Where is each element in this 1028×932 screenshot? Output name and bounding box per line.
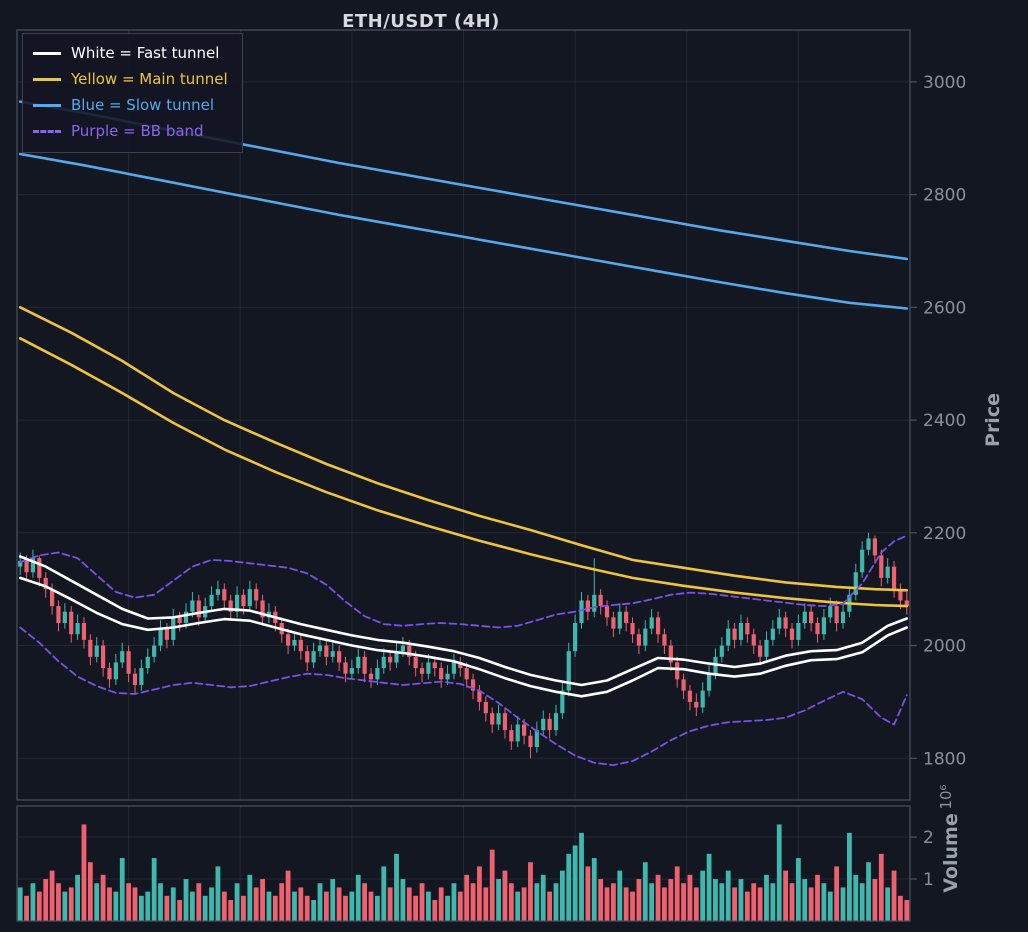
svg-text:1: 1 bbox=[923, 870, 934, 890]
svg-text:1800: 1800 bbox=[923, 749, 966, 769]
legend-item-bb-band: Purple = BB band bbox=[33, 118, 228, 144]
svg-text:2800: 2800 bbox=[923, 186, 966, 206]
grid-lines bbox=[17, 30, 910, 921]
main-tunnel-line-swatch bbox=[33, 77, 61, 81]
fast-tunnel-line-swatch bbox=[33, 51, 61, 55]
chart-title: ETH/USDT (4H) bbox=[342, 11, 500, 32]
fast-tunnel-upper-line bbox=[18, 555, 909, 687]
svg-text:Price: Price bbox=[982, 393, 1004, 447]
main-tunnel-lower-line bbox=[18, 336, 909, 608]
svg-text:2200: 2200 bbox=[923, 524, 966, 544]
svg-text:2400: 2400 bbox=[923, 411, 966, 431]
legend-label: White = Fast tunnel bbox=[71, 44, 220, 62]
legend-label: Purple = BB band bbox=[71, 122, 204, 140]
legend-label: Yellow = Main tunnel bbox=[71, 70, 228, 88]
legend-item-fast-tunnel: White = Fast tunnel bbox=[33, 40, 228, 66]
legend-label: Blue = Slow tunnel bbox=[71, 96, 214, 114]
bb-band-line-swatch bbox=[33, 129, 61, 133]
fast-tunnel-lower-line bbox=[18, 576, 909, 698]
panel-frames bbox=[16, 29, 911, 922]
axis-labels: 1800 2000 2200 2400 2600 2800 3000 1 2 Price Volum… bbox=[910, 73, 1004, 893]
legend: White = Fast tunnel Yellow = Main tunnel… bbox=[22, 33, 243, 153]
slow-tunnel-lower-line bbox=[18, 152, 909, 310]
bb-band-upper-line bbox=[19, 534, 908, 629]
legend-item-slow-tunnel: Blue = Slow tunnel bbox=[33, 92, 228, 118]
svg-text:10⁶: 10⁶ bbox=[937, 784, 955, 809]
svg-text:3000: 3000 bbox=[923, 73, 966, 93]
main-tunnel-upper-line bbox=[18, 305, 909, 592]
svg-text:2600: 2600 bbox=[923, 298, 966, 318]
candlesticks bbox=[18, 532, 909, 759]
svg-text:Volume: Volume bbox=[940, 813, 962, 892]
slow-tunnel-line-swatch bbox=[33, 103, 61, 107]
bb-band-lower-line bbox=[19, 626, 908, 766]
svg-text:2: 2 bbox=[923, 828, 934, 848]
svg-text:2000: 2000 bbox=[923, 637, 966, 657]
legend-item-main-tunnel: Yellow = Main tunnel bbox=[33, 66, 228, 92]
volume-bars bbox=[17, 824, 910, 921]
